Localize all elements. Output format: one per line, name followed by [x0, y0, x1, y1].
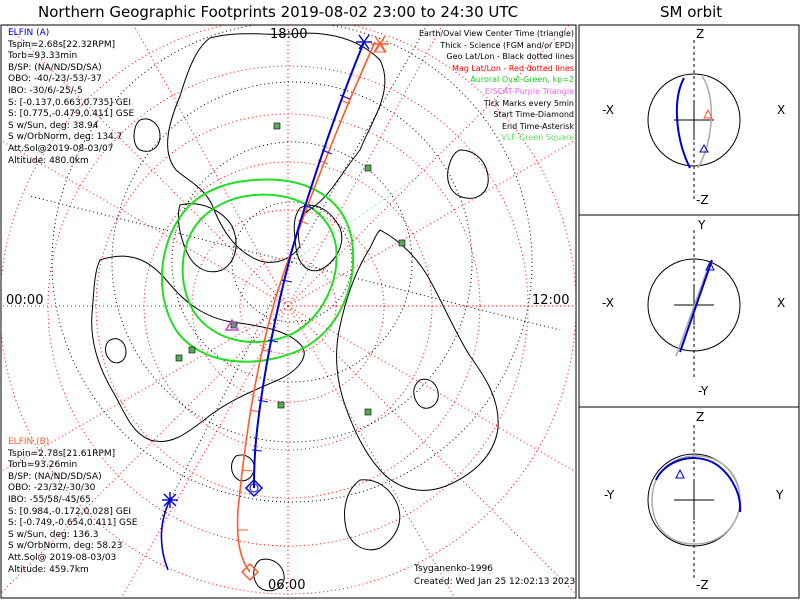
elfin-a-line: S w/Sun, deg: 38.94: [8, 120, 99, 131]
orbit2-right-label: X: [777, 296, 786, 310]
elfin-b-line: B/SP: (NA/ND/SD/SA): [8, 471, 102, 482]
orbit-title: SM orbit: [660, 3, 723, 21]
legend-item: Mag Lat/Lon - Red dotted lines: [451, 63, 574, 73]
orbit2-left-label: -X: [602, 296, 614, 310]
orbit-panel-xy: [647, 230, 741, 380]
elfin-a-line: IBO: -30/6/-25/-5: [8, 85, 83, 96]
elfin-b-line: Torb=93.26min: [8, 460, 78, 471]
elfin-a-line: S: [0.775,-0.479,0.411] GSE: [8, 109, 135, 120]
orbit1-right-label: X: [777, 103, 786, 117]
legend-item: End Time-Asterisk: [501, 121, 574, 131]
legend-item: VLF-Green Square: [501, 133, 574, 143]
elfin-b-info: ELFIN (B) Tspin=2.78s[21.61RPM] Torb=93.…: [8, 437, 137, 576]
orbit3-top-label: Z: [696, 410, 705, 424]
elfin-a-end-asterisk: [356, 34, 372, 50]
elfin-a-label: ELFIN (A): [8, 28, 50, 38]
elfin-b-view-triangle: [373, 41, 387, 53]
time-label-bottom: 06:00: [268, 578, 306, 593]
time-label-left: 00:00: [6, 293, 44, 308]
orbit1-left-label: -X: [602, 103, 614, 117]
orbit2-top-label: Y: [698, 218, 706, 232]
elfin-b-line: S: [0.984,-0.172,0.028] GEI: [8, 506, 132, 517]
vlf-stations: [175, 122, 406, 416]
elfin-b-line: S: [-0.749,-0.654,0.411] GSE: [8, 518, 138, 529]
elfin-b-line: IBO: -55/58/-45/65: [8, 494, 91, 505]
elfin-b-start-diamond: [240, 562, 260, 582]
elfin-b-label: ELFIN (B): [8, 437, 50, 447]
elfin-a-secondary-asterisk: [162, 492, 178, 508]
elfin-a-line: S: [-0.137,0.663,0.735] GEI: [8, 97, 132, 108]
orbit-panel-xz: [647, 40, 741, 200]
legend-item: Start Time-Diamond: [493, 110, 574, 120]
orbit-frame: [578, 24, 800, 599]
sun-direction-line: [291, 174, 421, 263]
elfin-a-line: S w/OrbNorm, deg: 134.7: [8, 132, 123, 143]
elfin-a-info: ELFIN (A) Tspin=2.68s[22.32RPM] Torb=93.…: [8, 28, 134, 167]
orbit1-top-label: Z: [696, 27, 705, 41]
elfin-b-line: S w/OrbNorm, deg: 58.23: [8, 541, 123, 552]
elfin-a-line: Tspin=2.68s[22.32RPM]: [8, 39, 116, 50]
elfin-b-track: [236, 41, 376, 573]
geo-grid: [29, 25, 561, 521]
elfin-a-track: [253, 41, 365, 489]
created-label: Created: Wed Jan 25 12:02:13 2023: [414, 577, 576, 587]
auroral-oval: [160, 178, 355, 363]
orbit3-bottom-label: -Z: [696, 578, 709, 592]
legend: Earth/Oval View Center Time (triangle) T…: [419, 28, 574, 144]
model-label: Tsyganenko-1996: [414, 564, 493, 574]
time-label-top: 18:00: [270, 27, 308, 42]
elfin-b-line: Tspin=2.78s[21.61RPM]: [8, 448, 116, 459]
elfin-b-line: S w/Sun, deg: 136.3: [8, 529, 99, 540]
elfin-b-end-asterisk: [371, 35, 389, 53]
orbit3-right-label: Y: [776, 488, 784, 502]
elfin-a-line: Altitude: 480.0km: [8, 155, 89, 166]
time-label-right: 12:00: [532, 293, 570, 308]
orbit-panel-yz: [647, 425, 742, 580]
elfin-a-line: B/SP: (NA/ND/SD/SA): [8, 62, 102, 73]
elfin-a-ticks: [251, 94, 351, 452]
elfin-a-line: Torb=93.33min: [8, 51, 78, 62]
legend-item: Tick Marks every 5min: [483, 98, 574, 108]
legend-item: Thick - Science (FGM and/or EPD): [440, 40, 574, 50]
elfin-a-start-diamond: [244, 478, 264, 498]
legend-item: Geo Lat/Lon - Black dotted lines: [446, 52, 574, 62]
legend-item: Earth/Oval View Center Time (triangle): [418, 29, 574, 38]
main-title: Northern Geographic Footprints 2019-08-0…: [38, 3, 519, 21]
elfin-a-secondary-track: [160, 499, 171, 571]
eiscat-triangle: [224, 318, 240, 331]
elfin-b-line: OBO: -23/32/-30/30: [8, 483, 96, 494]
legend-item: Auroral Oval-Green, kp=2: [470, 75, 574, 85]
elfin-a-line: Att.Sol@2019-08-03/07: [8, 143, 114, 154]
elfin-a-start-circle: [249, 483, 259, 493]
legend-item: EISCAT-Purple Triangle: [484, 86, 574, 96]
orbit3-left-label: -Y: [604, 488, 615, 502]
elfin-a-line: OBO: -40/-23/-53/-37: [8, 74, 102, 85]
orbit1-bottom-label: -Z: [696, 193, 709, 207]
elfin-b-line: Att.Sol@ 2019-08-03/03: [8, 552, 117, 563]
orbit2-bottom-label: -Y: [698, 384, 709, 398]
elfin-b-line: Altitude: 459.7km: [8, 564, 89, 575]
